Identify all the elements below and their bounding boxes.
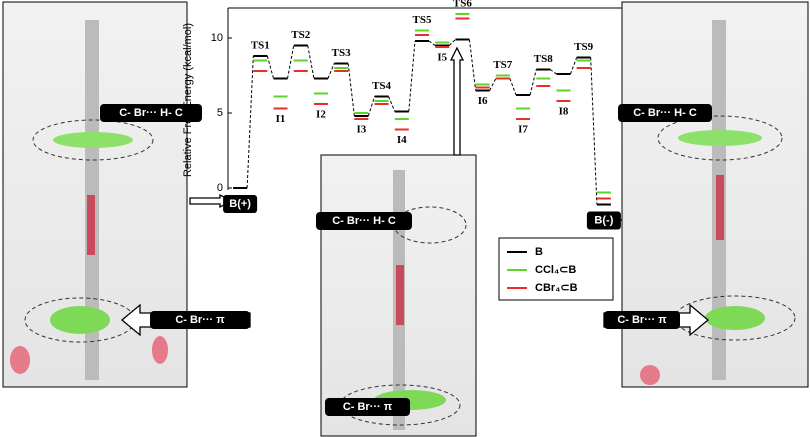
y-tick-label: 5 [217, 107, 223, 119]
connector [489, 78, 497, 91]
state-label: B(+) [229, 198, 251, 210]
connector [468, 39, 477, 91]
state-label: TS7 [493, 59, 512, 71]
panel-label-box [618, 104, 712, 122]
connector [327, 63, 335, 79]
state-label: I2 [316, 109, 326, 121]
connector [529, 69, 537, 96]
state-label: I8 [559, 106, 569, 118]
state-box [586, 211, 621, 230]
state-label: TS8 [534, 53, 553, 65]
connector [549, 69, 557, 75]
panel-label-box [604, 311, 680, 329]
panel-label: C- Br··· H- C [119, 107, 183, 119]
legend-label: CBr₄⊂B [535, 282, 578, 294]
panel-label-box [150, 311, 250, 329]
state-label: TS2 [291, 29, 310, 41]
state-label: I4 [397, 134, 407, 146]
connector [388, 96, 396, 112]
panel-label: C- Br··· π [175, 314, 225, 326]
connector [590, 57, 598, 205]
connector [307, 45, 315, 79]
panel-label: C- Br··· H- C [332, 215, 396, 227]
connector [367, 96, 376, 117]
state-label: I6 [478, 95, 488, 107]
connector [347, 63, 355, 117]
state-label: I5 [437, 52, 447, 64]
connector [448, 39, 456, 46]
panel-label-box [100, 104, 202, 122]
panel-label: C- Br··· π [617, 314, 667, 326]
state-label: TS6 [453, 0, 472, 10]
legend-label: B [535, 246, 543, 258]
y-axis-label: Relative Free Energy (kcal/mol) [182, 23, 194, 177]
state-label: I7 [518, 124, 528, 136]
panel-label-box [316, 212, 412, 230]
state-label: TS9 [574, 41, 593, 53]
state-label: I3 [356, 124, 366, 136]
state-label: TS5 [413, 14, 432, 26]
panel-label: C- Br··· H- C [633, 107, 697, 119]
state-label: TS3 [332, 47, 351, 59]
panel-label-box [325, 398, 410, 416]
legend: B CCl₄⊂B CBr₄⊂B [498, 237, 614, 301]
connector [246, 55, 254, 189]
panel-label: C- Br··· π [343, 401, 393, 413]
connector [570, 57, 578, 75]
state-box [223, 195, 258, 213]
state-label: I1 [276, 113, 286, 125]
right-panel [621, 1, 809, 388]
connector [509, 78, 517, 96]
state-label: B(-) [594, 214, 613, 226]
y-tick-label: 10 [211, 32, 223, 44]
middle-panel [320, 154, 477, 437]
connector [408, 40, 416, 112]
state-label: TS1 [251, 40, 270, 52]
state-label: TS4 [372, 80, 391, 92]
legend-label: CCl₄⊂B [535, 264, 576, 276]
left-panel [2, 1, 188, 388]
connector [287, 45, 295, 79]
y-tick-label: 0 [217, 182, 223, 194]
connector [266, 55, 275, 79]
connector [428, 40, 436, 46]
